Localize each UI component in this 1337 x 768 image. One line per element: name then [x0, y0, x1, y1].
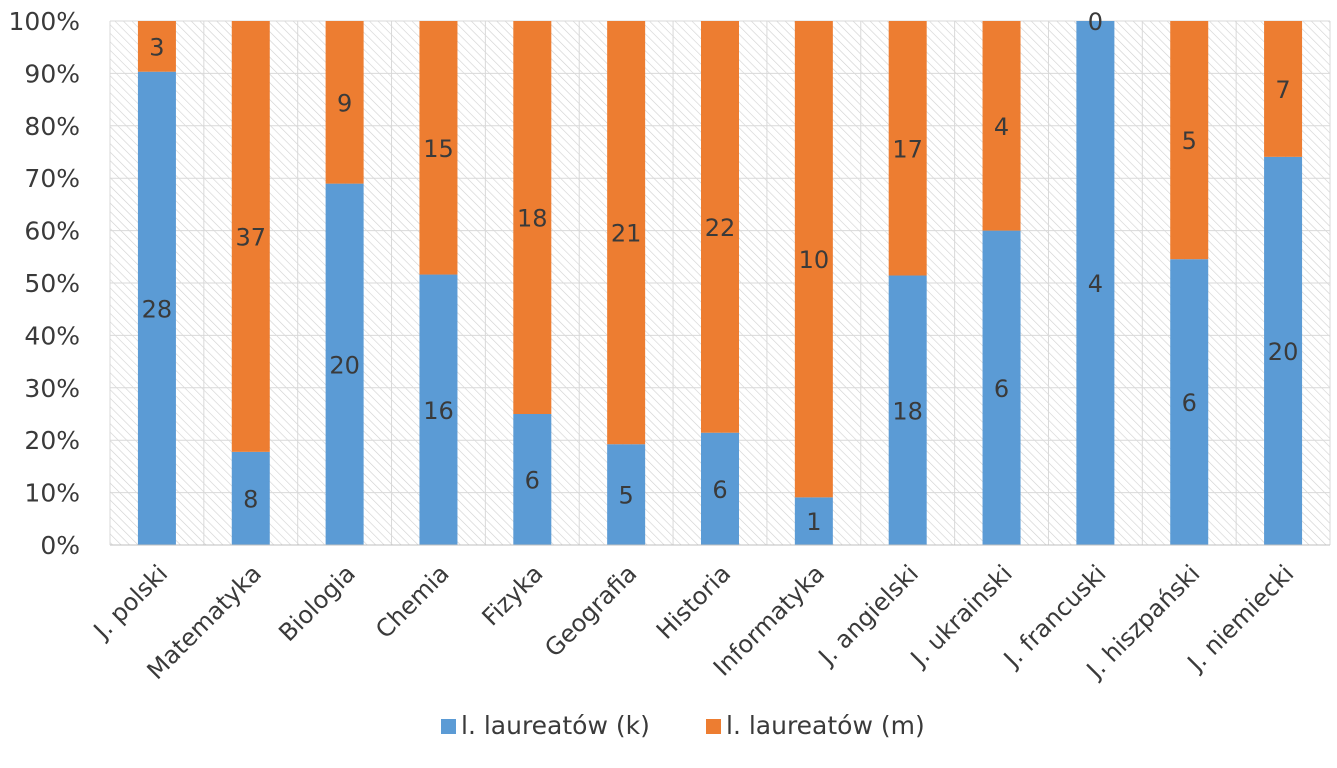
bar-segment-k [607, 444, 646, 545]
bar-segment-k [231, 451, 270, 545]
bar-segment-m [325, 21, 364, 184]
y-tick-label: 30% [24, 374, 80, 403]
data-label-k: 18 [892, 397, 923, 425]
y-tick-label: 50% [24, 269, 80, 298]
bar-segment-m [1264, 21, 1303, 157]
data-label-m: 4 [994, 113, 1009, 141]
bar-segment-m [794, 21, 833, 498]
bar-segment-m [982, 21, 1021, 231]
bar-segment-k [888, 275, 927, 545]
data-label-k: 6 [525, 467, 540, 495]
bar-segment-k [794, 497, 833, 545]
data-label-m: 21 [611, 220, 642, 248]
y-tick-label: 70% [24, 164, 80, 193]
y-tick-label: 40% [24, 321, 80, 350]
y-tick-label: 20% [24, 426, 80, 455]
data-label-k: 8 [243, 485, 258, 513]
bar-segment-k [1264, 156, 1303, 545]
x-category-label: Geografia [539, 559, 642, 662]
data-label-m: 18 [517, 205, 548, 233]
data-label-k: 5 [619, 482, 634, 510]
bar-segment-k [1076, 21, 1115, 545]
y-tick-label: 0% [40, 531, 80, 560]
bar-segment-m [888, 21, 927, 276]
legend-swatch [441, 719, 456, 734]
data-label-m: 9 [337, 89, 352, 117]
data-label-m: 17 [892, 135, 923, 163]
y-tick-label: 60% [24, 217, 80, 246]
x-category-label: Biologia [273, 559, 361, 647]
x-category-label: Chemia [370, 559, 454, 643]
data-label-k: 6 [994, 375, 1009, 403]
x-category-label: Historia [651, 559, 736, 644]
legend-item-m: l. laureatów (m) [706, 711, 925, 740]
bar-segment-m [1170, 21, 1209, 260]
bar-segment-m [137, 21, 176, 72]
y-tick-label: 100% [9, 7, 80, 36]
bar-segment-m [231, 21, 270, 452]
data-label-m: 0 [1088, 8, 1103, 36]
x-category-label: J. polski [87, 559, 173, 645]
data-label-m: 22 [705, 214, 736, 242]
data-label-k: 20 [329, 351, 360, 379]
bar-segment-k [419, 274, 458, 545]
data-label-m: 15 [423, 135, 454, 163]
bar-segment-m [513, 21, 552, 414]
bar-segment-k [701, 432, 739, 545]
data-label-k: 28 [142, 295, 173, 323]
legend-label: l. laureatów (m) [726, 711, 925, 740]
legend-label: l. laureatów (k) [461, 711, 650, 740]
data-label-k: 6 [712, 476, 727, 504]
data-label-k: 4 [1088, 270, 1103, 298]
legend-swatch [706, 719, 721, 734]
data-label-m: 3 [149, 33, 164, 61]
bar-segment-k [1170, 259, 1209, 545]
data-label-k: 16 [423, 397, 454, 425]
y-tick-label: 80% [24, 112, 80, 141]
bar-segment-k [513, 414, 552, 545]
data-label-k: 1 [806, 508, 821, 536]
bar-segment-m [607, 21, 646, 445]
data-label-m: 7 [1275, 76, 1290, 104]
data-label-m: 5 [1182, 127, 1197, 155]
bar-segment-m [701, 21, 739, 433]
data-label-m: 37 [235, 223, 266, 251]
legend-item-k: l. laureatów (k) [441, 711, 650, 740]
bar-segment-m [419, 21, 458, 275]
bar-segment-k [982, 230, 1021, 545]
data-label-k: 6 [1182, 389, 1197, 417]
x-category-label: Fizyka [477, 559, 549, 631]
y-tick-label: 90% [24, 59, 80, 88]
bar-segment-k [137, 71, 176, 545]
y-tick-label: 10% [24, 479, 80, 508]
data-label-k: 20 [1268, 338, 1299, 366]
bar-segment-k [325, 183, 364, 545]
data-label-m: 10 [799, 246, 830, 274]
